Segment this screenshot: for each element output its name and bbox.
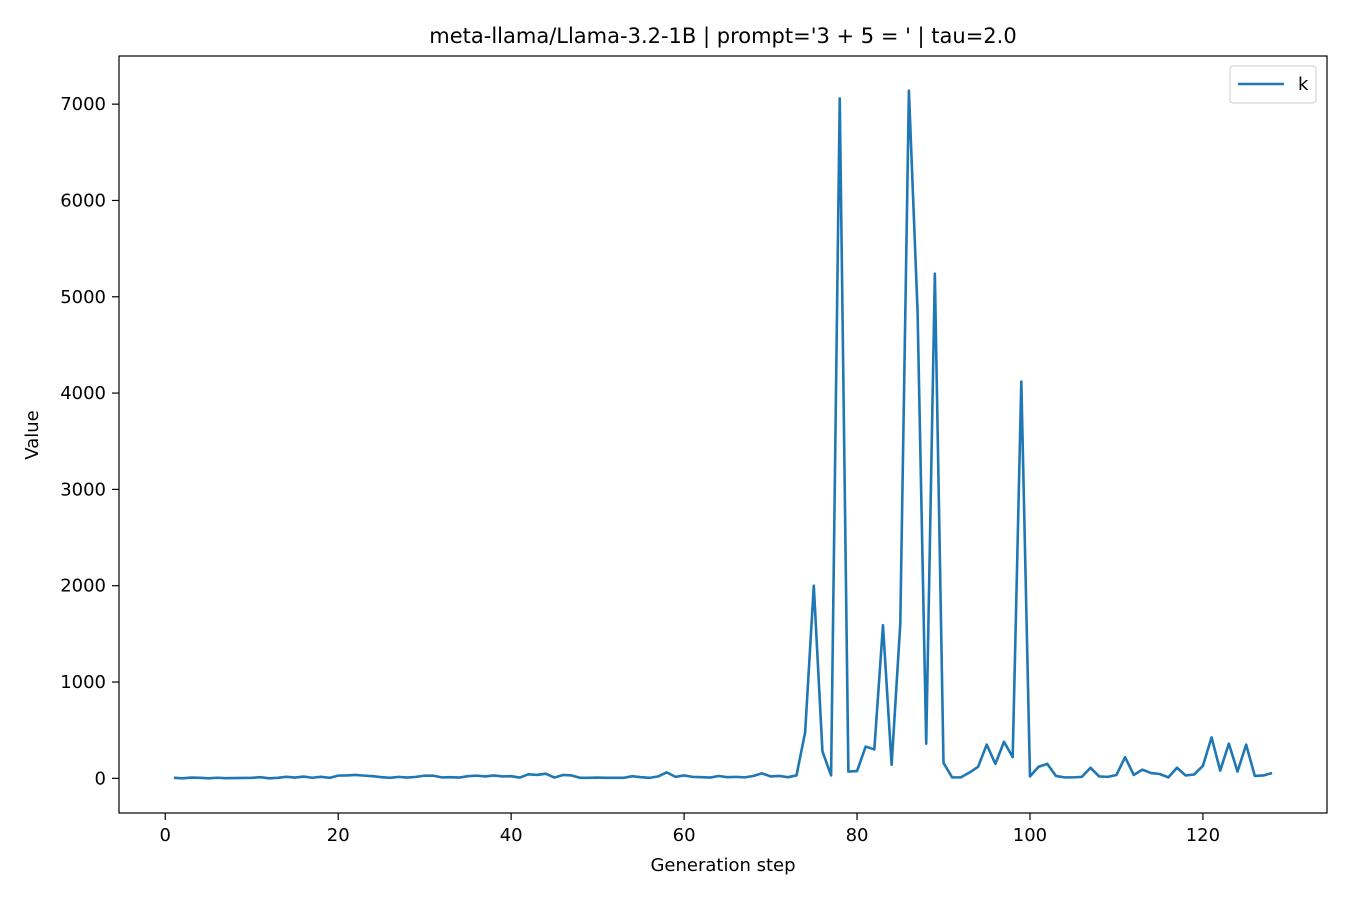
x-tick-label: 0 [160, 825, 171, 846]
y-tick-label: 1000 [60, 672, 106, 693]
x-axis-label: Generation step [650, 855, 795, 876]
plot-area: 0 20 40 60 80 100 120 0 1000 2000 3000 4000 5000 6000… [60, 55, 1328, 846]
y-tick-label: 2000 [60, 576, 106, 597]
legend: k [1229, 65, 1317, 104]
x-tick-label: 100 [1013, 825, 1047, 846]
y-tick-label: 3000 [60, 479, 106, 500]
series-line-k [173, 89, 1273, 780]
y-tick-label: 5000 [60, 287, 106, 308]
y-tick-label: 0 [95, 768, 106, 789]
x-tick-label: 60 [673, 825, 696, 846]
y-tick-label: 4000 [60, 383, 106, 404]
legend-label-k: k [1298, 74, 1309, 95]
x-tick-label: 80 [846, 825, 869, 846]
chart-title: meta-llama/Llama-3.2-1B | prompt='3 + 5 … [429, 24, 1016, 49]
y-tick-label: 7000 [60, 94, 106, 115]
x-tick-label: 120 [1186, 825, 1220, 846]
y-axis-label: Value [22, 410, 43, 459]
x-tick-label: 20 [327, 825, 350, 846]
axes-frame [118, 55, 1328, 814]
x-tick-label: 40 [500, 825, 523, 846]
y-tick-label: 6000 [60, 190, 106, 211]
